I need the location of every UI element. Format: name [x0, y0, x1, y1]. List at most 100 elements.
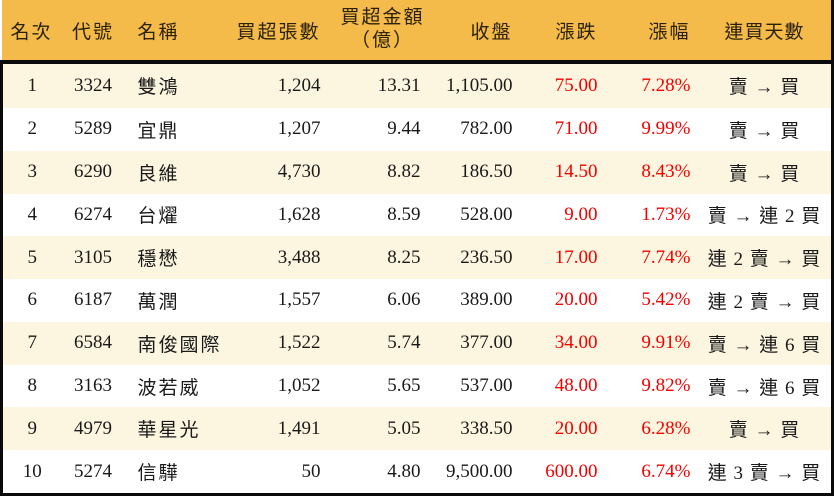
- cell-code: 6290: [61, 150, 125, 194]
- cell-close: 528.00: [426, 193, 519, 237]
- cell-change-pct: 9.99%: [603, 107, 697, 151]
- cell-code: 5274: [61, 450, 125, 493]
- table-row: 1 3324 雙鴻 1,204 13.31 1,105.00 75.00 7.28% 賣 → 買: [0, 62, 831, 108]
- cell-rank: 8: [0, 364, 62, 408]
- cell-change-pct: 8.43%: [603, 150, 697, 194]
- cell-rank: 10: [0, 450, 62, 493]
- table-row: 4 6274 台燿 1,628 8.59 528.00 9.00 1.73% 賣 → 連 2 買: [0, 193, 831, 237]
- cell-rank: 7: [0, 321, 62, 365]
- cell-rank: 4: [0, 193, 62, 237]
- cell-streak: 賣 → 連 6 買: [696, 321, 831, 365]
- column-header-close: 收盤: [426, 0, 519, 64]
- cell-change: 600.00: [518, 450, 604, 493]
- table-header: 名次 代號 名稱 買超張數 買超金額 （億） 收盤 漲跌 漲幅 連買天數: [1, 0, 831, 64]
- cell-change-pct: 7.28%: [603, 62, 697, 108]
- cell-change: 75.00: [518, 62, 604, 108]
- cell-net-buy-amount: 5.74: [326, 321, 427, 365]
- cell-net-buy-volume: 1,204: [234, 62, 327, 108]
- cell-name: 良維: [124, 150, 235, 194]
- cell-net-buy-amount: 8.25: [326, 236, 427, 280]
- cell-change-pct: 9.91%: [603, 321, 697, 365]
- column-header-streak: 連買天數: [696, 0, 831, 64]
- cell-net-buy-volume: 50: [234, 450, 327, 493]
- cell-close: 377.00: [426, 321, 519, 365]
- two-line-header: 買超金額 （億）: [340, 7, 424, 53]
- cell-streak: 連 2 賣 → 買: [696, 236, 831, 280]
- cell-change-pct: 9.82%: [603, 364, 697, 408]
- cell-rank: 9: [0, 407, 62, 451]
- column-header-change-pct: 漲幅: [603, 0, 697, 64]
- cell-streak: 賣 → 買: [696, 107, 831, 151]
- cell-net-buy-volume: 3,488: [234, 236, 327, 280]
- header-line-2: （億）: [350, 30, 414, 51]
- cell-change: 17.00: [518, 236, 604, 280]
- cell-change: 20.00: [518, 279, 604, 322]
- cell-code: 6187: [61, 279, 125, 322]
- column-header-rank: 名次: [1, 0, 62, 64]
- cell-close: 782.00: [426, 107, 519, 151]
- column-header-code: 代號: [61, 0, 125, 64]
- cell-name: 雙鴻: [124, 62, 235, 108]
- cell-name: 宜鼎: [124, 107, 235, 151]
- column-header-name: 名稱: [124, 0, 235, 64]
- cell-change-pct: 1.73%: [603, 193, 697, 237]
- cell-change: 71.00: [518, 107, 604, 151]
- cell-streak: 賣 → 買: [696, 62, 831, 108]
- cell-rank: 1: [0, 62, 62, 108]
- cell-change-pct: 6.28%: [603, 407, 697, 451]
- cell-code: 3105: [61, 236, 125, 280]
- cell-net-buy-amount: 5.65: [326, 364, 427, 408]
- cell-code: 6584: [61, 321, 125, 365]
- cell-streak: 賣 → 買: [696, 407, 831, 451]
- cell-net-buy-volume: 1,491: [234, 407, 327, 451]
- cell-close: 338.50: [426, 407, 519, 451]
- cell-name: 南俊國際: [124, 321, 235, 365]
- cell-change-pct: 5.42%: [603, 279, 697, 322]
- cell-streak: 連 3 賣 → 買: [696, 450, 831, 493]
- cell-close: 9,500.00: [426, 450, 519, 493]
- cell-code: 5289: [61, 107, 125, 151]
- cell-net-buy-volume: 4,730: [234, 150, 327, 194]
- cell-name: 信驊: [124, 450, 235, 493]
- column-header-net-buy-amount: 買超金額 （億）: [326, 0, 427, 64]
- cell-streak: 連 2 賣 → 買: [696, 279, 831, 322]
- header-row: 名次 代號 名稱 買超張數 買超金額 （億） 收盤 漲跌 漲幅 連買天數: [1, 0, 831, 64]
- cell-change-pct: 6.74%: [603, 450, 697, 493]
- cell-code: 4979: [61, 407, 125, 451]
- cell-net-buy-volume: 1,207: [234, 107, 327, 151]
- cell-name: 萬潤: [124, 279, 235, 322]
- table-row: 8 3163 波若威 1,052 5.65 537.00 48.00 9.82% 賣 → 連 6…: [0, 364, 831, 408]
- cell-change-pct: 7.74%: [603, 236, 697, 280]
- cell-code: 3163: [61, 364, 125, 408]
- header-line-1: 買超金額: [340, 7, 425, 29]
- cell-name: 台燿: [124, 193, 235, 237]
- cell-close: 186.50: [426, 150, 519, 194]
- cell-streak: 賣 → 連 2 買: [696, 193, 831, 237]
- cell-code: 3324: [61, 62, 125, 108]
- cell-change: 20.00: [518, 407, 604, 451]
- cell-name: 波若威: [124, 364, 235, 408]
- table-row: 7 6584 南俊國際 1,522 5.74 377.00 34.00 9.91% 賣 → 連 …: [0, 321, 831, 365]
- cell-net-buy-amount: 5.05: [326, 407, 427, 451]
- cell-rank: 5: [0, 236, 62, 280]
- cell-close: 389.00: [426, 279, 519, 322]
- table-row: 3 6290 良維 4,730 8.82 186.50 14.50 8.43% 賣 → 買: [0, 150, 831, 194]
- table-row: 2 5289 宜鼎 1,207 9.44 782.00 71.00 9.99% 賣 → 買: [0, 107, 831, 151]
- cell-close: 236.50: [426, 236, 519, 280]
- cell-close: 537.00: [426, 364, 519, 408]
- cell-name: 穩懋: [124, 236, 235, 280]
- cell-net-buy-volume: 1,522: [234, 321, 327, 365]
- cell-net-buy-amount: 4.80: [326, 450, 427, 493]
- cell-rank: 3: [0, 150, 62, 194]
- cell-net-buy-volume: 1,628: [234, 193, 327, 237]
- cell-net-buy-volume: 1,557: [234, 279, 327, 322]
- cell-net-buy-amount: 8.82: [326, 150, 427, 194]
- cell-streak: 賣 → 買: [696, 150, 831, 194]
- table-row: 5 3105 穩懋 3,488 8.25 236.50 17.00 7.74% 連 2 賣 → …: [0, 236, 831, 280]
- cell-net-buy-amount: 8.59: [326, 193, 427, 237]
- table-row: 10 5274 信驊 50 4.80 9,500.00 600.00 6.74% 連 3 賣 →…: [0, 450, 831, 493]
- cell-net-buy-amount: 9.44: [326, 107, 427, 151]
- cell-name: 華星光: [124, 407, 235, 451]
- table-body: 1 3324 雙鴻 1,204 13.31 1,105.00 75.00 7.28% 賣 → 買…: [0, 62, 831, 493]
